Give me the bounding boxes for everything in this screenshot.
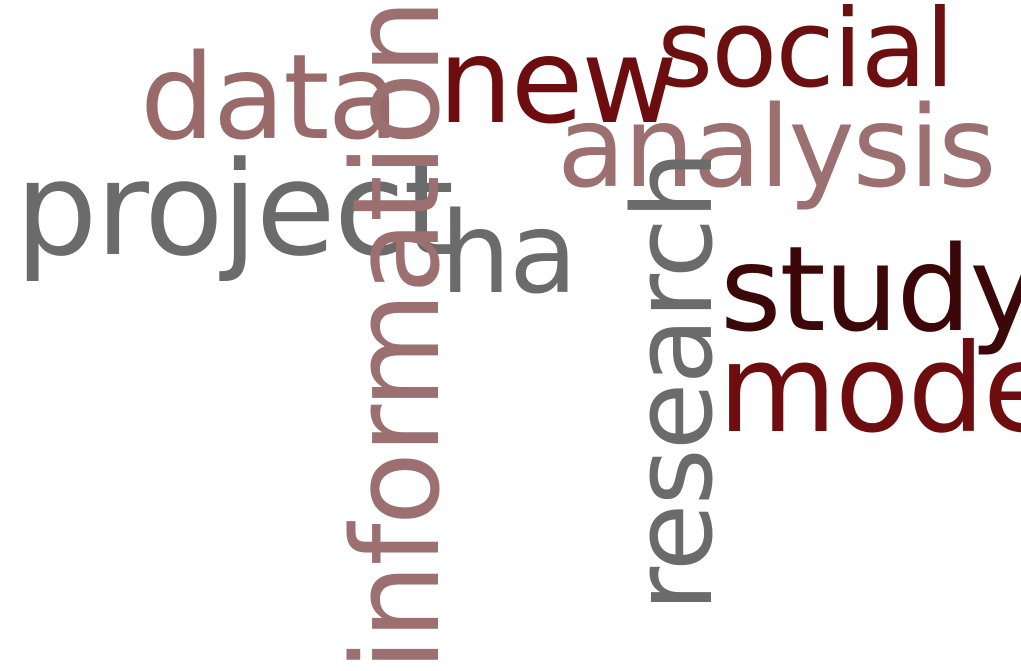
word-project: project xyxy=(15,133,454,285)
word-study: study xyxy=(720,220,1021,358)
word-information: information xyxy=(328,0,467,671)
word-data: data xyxy=(140,28,400,166)
word-analysis: analysis xyxy=(557,83,996,213)
word-social: social xyxy=(657,0,955,112)
word-ha: ha xyxy=(440,189,578,319)
word-new: new xyxy=(438,12,678,150)
word-research: research xyxy=(609,152,737,612)
word-model: model xyxy=(718,318,1021,460)
